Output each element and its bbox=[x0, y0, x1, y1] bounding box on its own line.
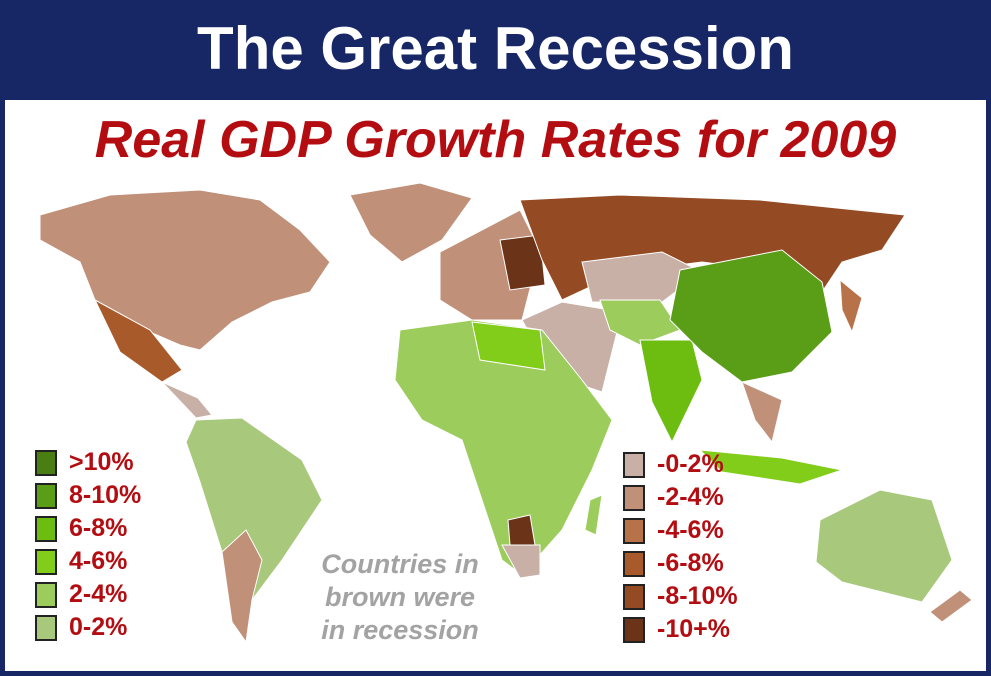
argentina bbox=[221, 529, 263, 644]
eastern-europe bbox=[499, 234, 546, 291]
recession-note: Countries in brown were in recession bbox=[290, 548, 510, 647]
legend-item: 0-2% bbox=[35, 611, 141, 644]
legend-item: -6-8% bbox=[623, 547, 738, 580]
swatch bbox=[35, 482, 57, 509]
swatch bbox=[623, 583, 645, 610]
legend-item: -8-10% bbox=[623, 580, 738, 613]
legend-label: -6-8% bbox=[657, 549, 724, 577]
swatch bbox=[623, 517, 645, 544]
australia bbox=[815, 489, 953, 603]
swatch bbox=[35, 449, 57, 476]
swatch bbox=[35, 614, 57, 641]
legend-label: 2-4% bbox=[69, 580, 128, 608]
legend-item: -4-6% bbox=[623, 514, 738, 547]
legend-growth: >10% 8-10% 6-8% 4-6% 2-4% 0-2% bbox=[35, 446, 141, 644]
central-america bbox=[161, 381, 213, 419]
legend-label: -2-4% bbox=[657, 483, 724, 511]
header-banner: The Great Recession bbox=[0, 0, 991, 100]
africa bbox=[394, 319, 613, 576]
mexico bbox=[93, 298, 183, 383]
legend-label: -0-2% bbox=[657, 450, 724, 478]
page-title: The Great Recession bbox=[197, 15, 794, 82]
note-line: Countries in bbox=[321, 549, 479, 579]
legend-item: -10+% bbox=[623, 613, 738, 646]
madagascar bbox=[584, 494, 603, 536]
greenland bbox=[349, 182, 473, 263]
legend-item: 2-4% bbox=[35, 578, 141, 611]
legend-item: 8-10% bbox=[35, 479, 141, 512]
swatch bbox=[35, 581, 57, 608]
legend-label: 4-6% bbox=[69, 547, 128, 575]
north-africa bbox=[471, 321, 546, 371]
swatch bbox=[623, 484, 645, 511]
china bbox=[669, 249, 833, 383]
legend-item: -0-2% bbox=[623, 448, 738, 481]
legend-item: -2-4% bbox=[623, 481, 738, 514]
swatch bbox=[35, 548, 57, 575]
legend-item: 6-8% bbox=[35, 512, 141, 545]
legend-item: >10% bbox=[35, 446, 141, 479]
central-asia bbox=[599, 299, 681, 346]
indonesia bbox=[698, 449, 844, 485]
legend-label: 8-10% bbox=[69, 481, 142, 509]
legend-recession: -0-2% -2-4% -4-6% -6-8% -8-10% -10+% bbox=[623, 448, 738, 646]
swatch bbox=[623, 616, 645, 643]
new-zealand bbox=[929, 589, 973, 623]
legend-label: 6-8% bbox=[69, 514, 128, 542]
legend-label: >10% bbox=[69, 448, 134, 476]
note-line: brown were bbox=[324, 582, 476, 612]
japan bbox=[839, 278, 863, 334]
legend-label: -10+% bbox=[657, 615, 730, 643]
swatch bbox=[35, 515, 57, 542]
legend-item: 4-6% bbox=[35, 545, 141, 578]
legend-label: -8-10% bbox=[657, 582, 738, 610]
legend-label: -4-6% bbox=[657, 516, 724, 544]
map-subtitle: Real GDP Growth Rates for 2009 bbox=[94, 111, 897, 169]
south-africa bbox=[501, 544, 541, 579]
swatch bbox=[623, 451, 645, 478]
india bbox=[639, 339, 703, 444]
southeast-asia bbox=[741, 381, 783, 444]
swatch bbox=[623, 550, 645, 577]
legend-label: 0-2% bbox=[69, 613, 128, 641]
note-line: in recession bbox=[321, 615, 479, 645]
